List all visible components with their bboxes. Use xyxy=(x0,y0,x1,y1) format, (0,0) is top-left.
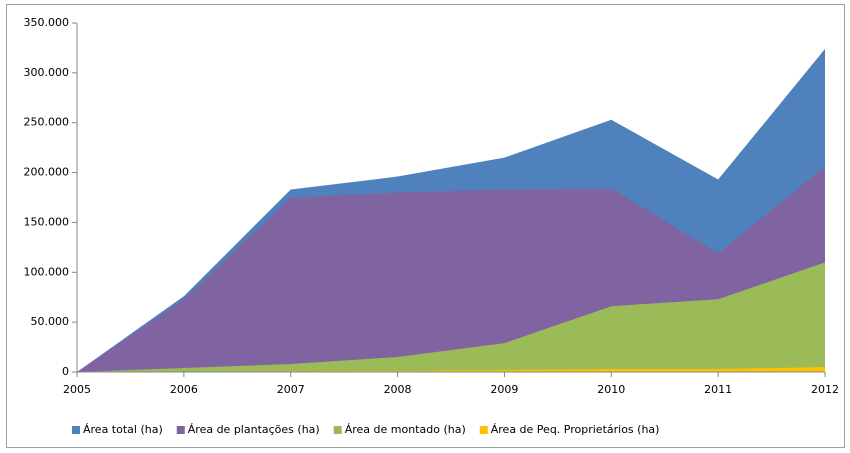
area xyxy=(77,262,825,372)
x-tick-label: 2011 xyxy=(704,383,732,396)
y-tick-label: 150.000 xyxy=(24,215,70,228)
y-tick-label: 200.000 xyxy=(24,166,70,179)
y-tick-label: 300.000 xyxy=(24,66,70,79)
x-tick-label: 2005 xyxy=(63,383,91,396)
legend-swatch xyxy=(479,426,488,434)
x-tick-label: 2006 xyxy=(170,383,198,396)
legend-label: Área total (ha) xyxy=(83,423,163,436)
x-tick-label: 2007 xyxy=(277,383,305,396)
legend-swatch xyxy=(72,426,80,434)
legend-swatch xyxy=(333,426,342,434)
y-tick-label: 0 xyxy=(62,365,69,378)
area xyxy=(77,367,825,372)
y-tick-label: 100.000 xyxy=(24,265,70,278)
x-tick-label: 2012 xyxy=(811,383,839,396)
y-tick-label: 250.000 xyxy=(24,116,70,129)
x-tick-label: 2010 xyxy=(597,383,625,396)
legend-label: Área de plantações (ha) xyxy=(188,423,320,436)
legend-swatch xyxy=(176,426,185,434)
y-tick-label: 350.000 xyxy=(24,16,70,29)
legend-label: Área de montado (ha) xyxy=(345,423,466,436)
x-tick-label: 2008 xyxy=(384,383,412,396)
legend-label: Área de Peq. Proprietários (ha) xyxy=(491,423,660,436)
x-tick-label: 2009 xyxy=(490,383,518,396)
y-tick-label: 50.000 xyxy=(31,315,70,328)
